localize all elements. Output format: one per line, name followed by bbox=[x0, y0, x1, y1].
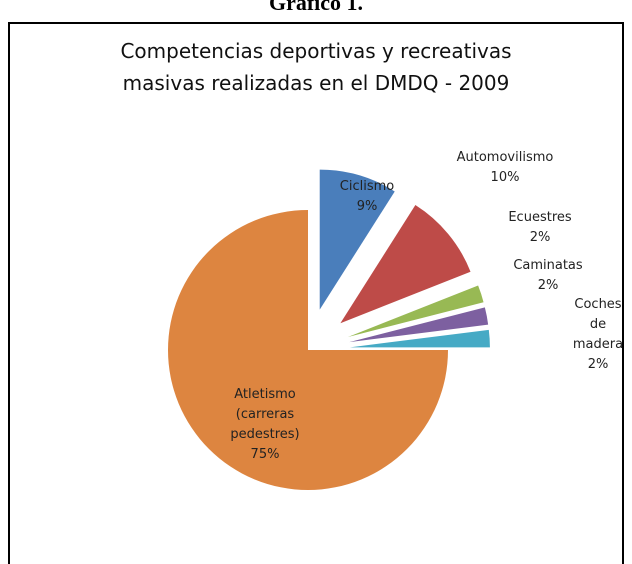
slice-value: 2% bbox=[587, 357, 609, 372]
figure-caption: Gráfico 1. bbox=[268, 0, 364, 15]
slice-value: 2% bbox=[529, 230, 551, 245]
slice-value: 9% bbox=[356, 199, 378, 214]
slice-name: Automovilismo bbox=[456, 150, 554, 165]
slice-label: Ciclismo 9% bbox=[337, 177, 397, 217]
slice-value: 75% bbox=[250, 447, 280, 462]
pie-slice bbox=[349, 329, 490, 348]
chart-frame bbox=[8, 22, 624, 564]
slice-name: Coches de madera bbox=[572, 297, 624, 352]
slice-value: 10% bbox=[490, 170, 520, 185]
pie-slice bbox=[168, 210, 448, 490]
chart-title: Competencias deportivas y recreativas ma… bbox=[120, 39, 512, 95]
pie-slice bbox=[340, 205, 471, 324]
pie-slice bbox=[319, 169, 395, 310]
slice-label: Automovilismo 10% bbox=[450, 148, 560, 188]
slice-name: Caminatas bbox=[513, 258, 583, 273]
slice-name: Ciclismo bbox=[339, 179, 395, 194]
pie-slice bbox=[347, 285, 484, 338]
slice-value: 2% bbox=[537, 278, 559, 293]
slice-name: Atletismo (carreras pedestres) bbox=[230, 387, 300, 442]
pie-slice bbox=[349, 307, 489, 343]
slice-name: Ecuestres bbox=[508, 210, 572, 225]
slice-label: Coches de madera 2% bbox=[570, 295, 626, 375]
slice-label: Ecuestres 2% bbox=[500, 208, 580, 248]
slice-label: Atletismo (carreras pedestres) 75% bbox=[220, 385, 310, 465]
slice-label: Caminatas 2% bbox=[508, 256, 588, 296]
